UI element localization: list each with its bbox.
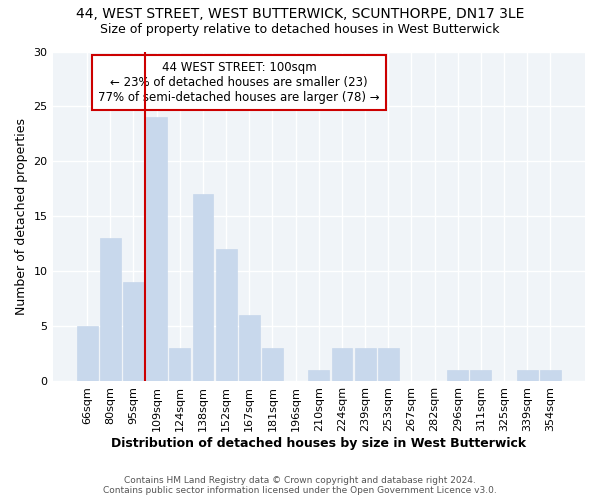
Bar [517, 370, 538, 382]
Text: Contains HM Land Registry data © Crown copyright and database right 2024.
Contai: Contains HM Land Registry data © Crown c… [103, 476, 497, 495]
Bar [355, 348, 376, 382]
Y-axis label: Number of detached properties: Number of detached properties [15, 118, 28, 315]
Bar [448, 370, 468, 382]
Bar [378, 348, 398, 382]
Bar [216, 250, 236, 382]
Bar [100, 238, 121, 382]
Bar [169, 348, 190, 382]
Bar [193, 194, 214, 382]
Bar [262, 348, 283, 382]
Bar [239, 316, 260, 382]
X-axis label: Distribution of detached houses by size in West Butterwick: Distribution of detached houses by size … [111, 437, 526, 450]
Text: 44, WEST STREET, WEST BUTTERWICK, SCUNTHORPE, DN17 3LE: 44, WEST STREET, WEST BUTTERWICK, SCUNTH… [76, 8, 524, 22]
Bar [470, 370, 491, 382]
Bar [77, 326, 98, 382]
Bar [146, 118, 167, 382]
Bar [308, 370, 329, 382]
Bar [540, 370, 561, 382]
Text: 44 WEST STREET: 100sqm
← 23% of detached houses are smaller (23)
77% of semi-det: 44 WEST STREET: 100sqm ← 23% of detached… [98, 62, 380, 104]
Bar [332, 348, 352, 382]
Text: Size of property relative to detached houses in West Butterwick: Size of property relative to detached ho… [100, 22, 500, 36]
Bar [123, 282, 144, 382]
